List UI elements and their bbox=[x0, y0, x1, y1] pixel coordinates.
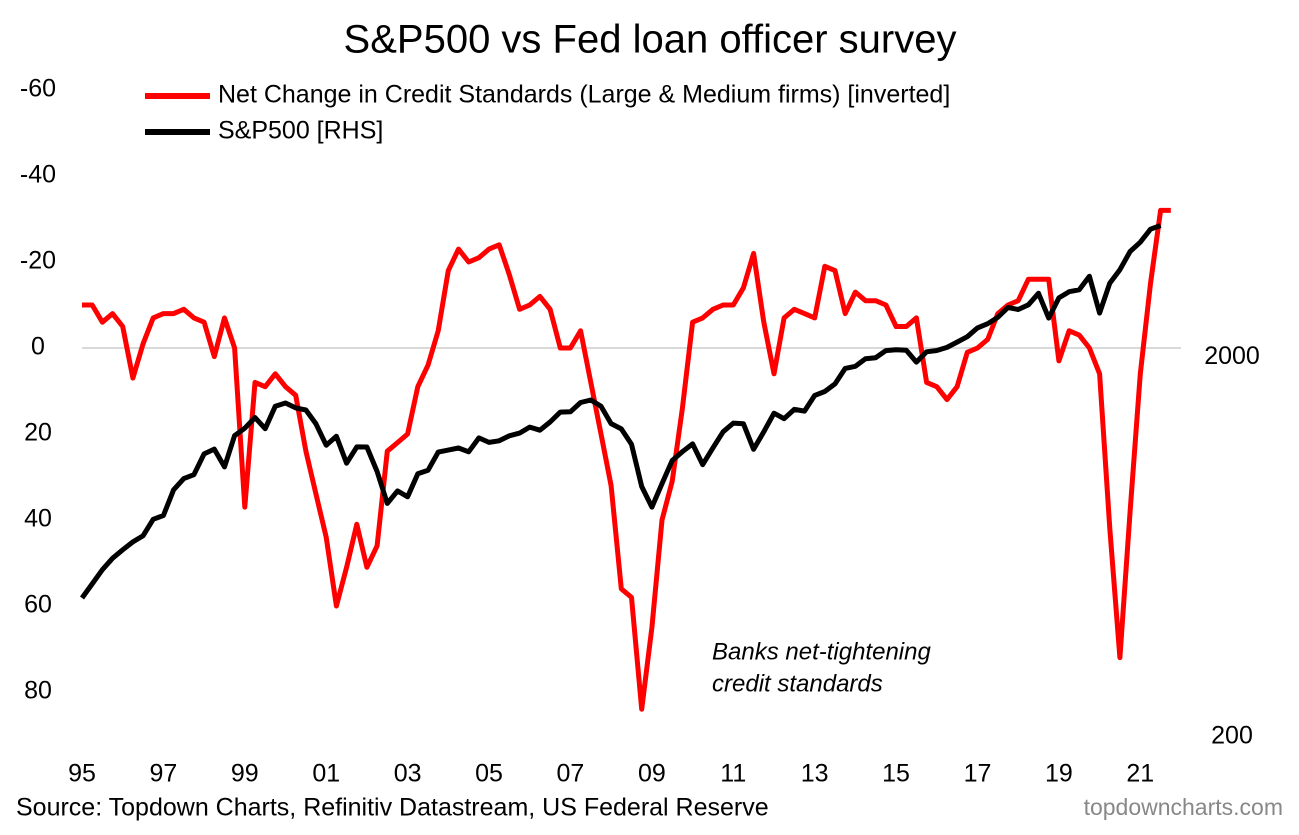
y-tick-label: 0 bbox=[31, 333, 45, 361]
y-tick-label: -60 bbox=[20, 75, 56, 103]
x-tick-label: 15 bbox=[882, 760, 910, 788]
legend-label: S&P500 [RHS] bbox=[218, 117, 383, 145]
annotation: Banks net-tightening bbox=[712, 638, 931, 665]
x-tick-label: 97 bbox=[150, 760, 178, 788]
x-tick-label: 01 bbox=[312, 760, 340, 788]
x-tick-label: 19 bbox=[1045, 760, 1073, 788]
x-tick-label: 07 bbox=[557, 760, 585, 788]
chart-title: S&P500 vs Fed loan officer survey bbox=[344, 18, 957, 62]
x-tick-label: 13 bbox=[801, 760, 829, 788]
annotation: credit standards bbox=[712, 670, 883, 697]
y-tick-label: -20 bbox=[20, 247, 56, 275]
x-tick-label: 17 bbox=[964, 760, 992, 788]
y-tick-label: 20 bbox=[24, 419, 52, 447]
x-tick-label: 21 bbox=[1126, 760, 1154, 788]
x-tick-label: 09 bbox=[638, 760, 666, 788]
y-tick-label: 60 bbox=[24, 591, 52, 619]
series-line bbox=[79, 223, 1162, 600]
x-tick-label: 03 bbox=[394, 760, 422, 788]
series-line bbox=[82, 207, 1171, 712]
y-tick-label: -40 bbox=[20, 161, 56, 189]
watermark: topdowncharts.com bbox=[1084, 794, 1283, 820]
x-tick-label: 95 bbox=[68, 760, 96, 788]
legend-label: Net Change in Credit Standards (Large & … bbox=[218, 81, 950, 109]
source: Source: Topdown Charts, Refinitiv Datast… bbox=[16, 794, 769, 822]
y-tick-label: 80 bbox=[24, 677, 52, 705]
x-tick-label: 11 bbox=[720, 760, 746, 788]
x-tick-label: 05 bbox=[475, 760, 503, 788]
y2-tick-label: 200 bbox=[1211, 722, 1253, 750]
y-tick-label: 40 bbox=[24, 505, 52, 533]
y2-tick-label: 2000 bbox=[1204, 342, 1260, 370]
x-tick-label: 99 bbox=[231, 760, 259, 788]
